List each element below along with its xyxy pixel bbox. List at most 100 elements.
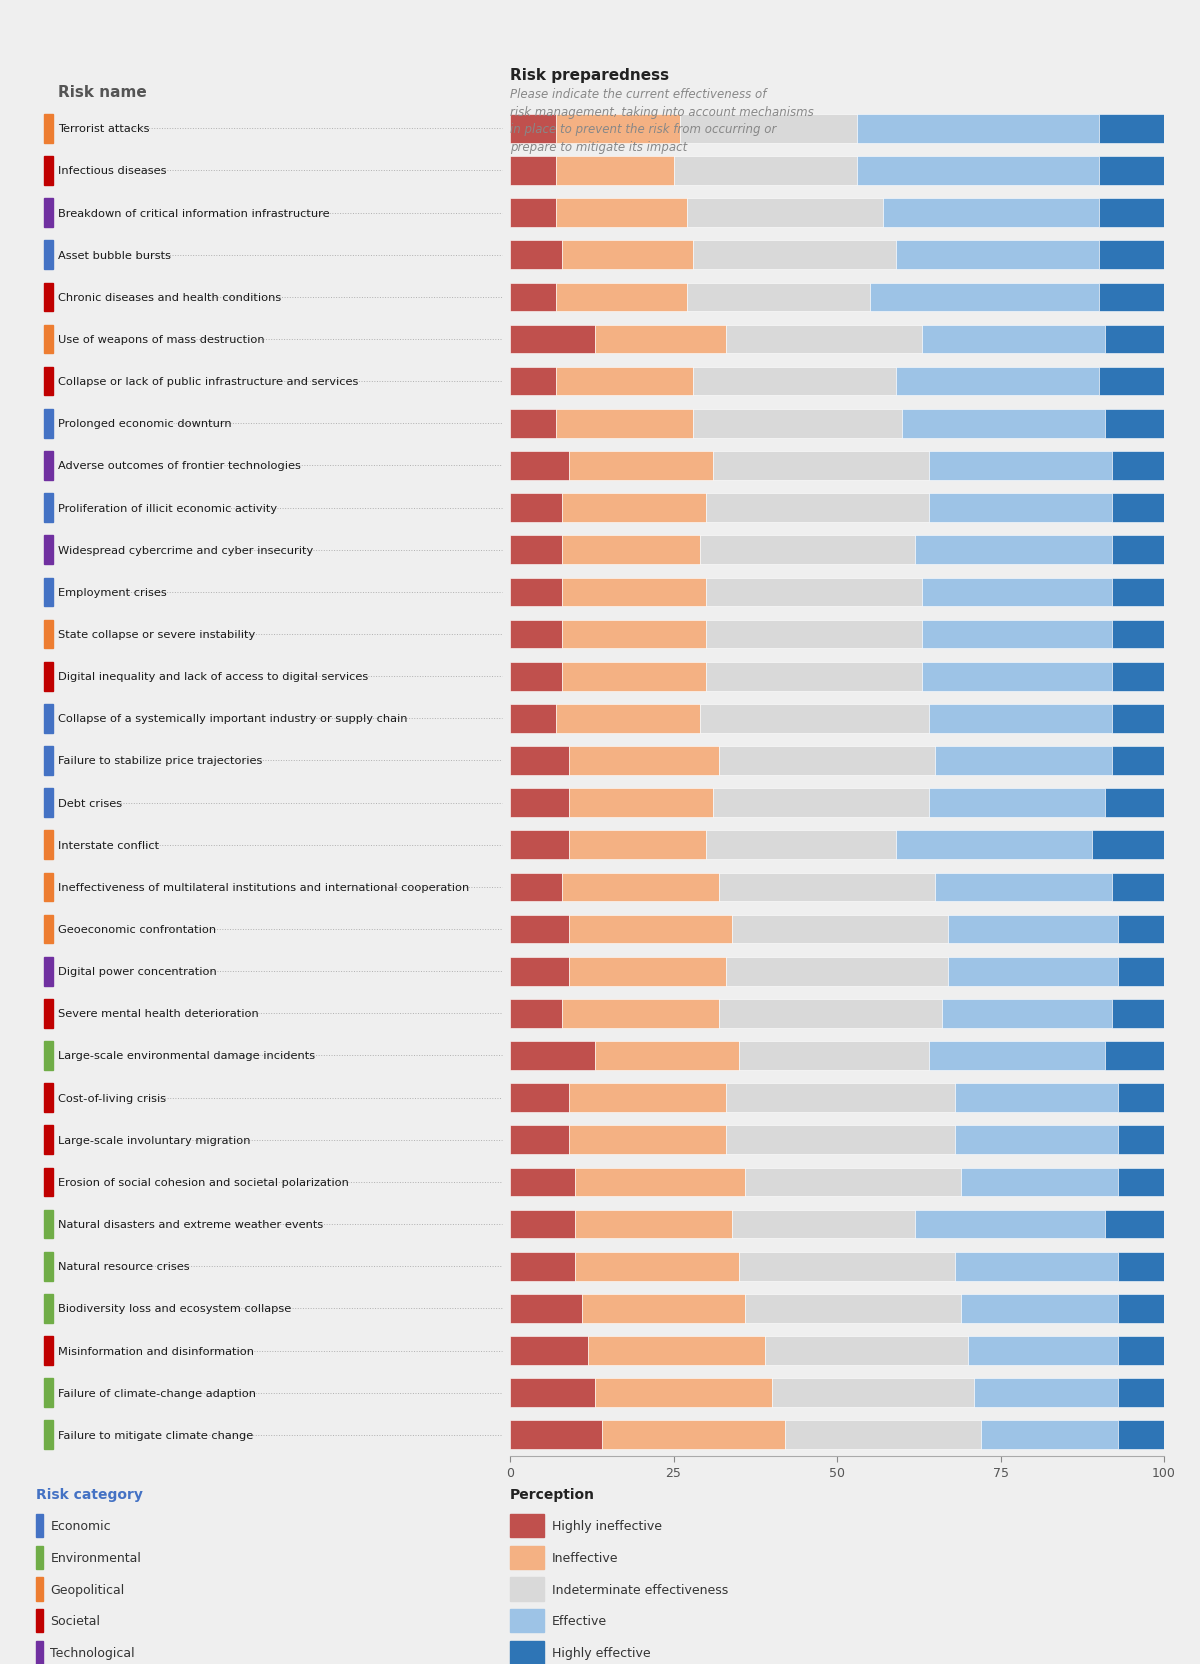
Text: Digital inequality and lack of access to digital services: Digital inequality and lack of access to… — [59, 672, 368, 682]
Text: Erosion of social cohesion and societal polarization: Erosion of social cohesion and societal … — [59, 1176, 349, 1186]
Text: Severe mental health deterioration: Severe mental health deterioration — [59, 1008, 259, 1018]
Bar — [961, 1295, 1118, 1323]
Bar — [510, 621, 563, 649]
Bar — [44, 1378, 53, 1408]
Bar — [510, 326, 595, 354]
Text: Asset bubble bursts: Asset bubble bursts — [59, 251, 172, 261]
Bar — [556, 200, 686, 228]
Bar — [510, 1000, 563, 1028]
Bar — [556, 704, 700, 734]
Bar — [766, 1336, 967, 1364]
Bar — [563, 662, 706, 691]
Bar — [510, 915, 569, 943]
Bar — [883, 200, 1099, 228]
Text: Please indicate the current effectiveness of
risk management, taking into accoun: Please indicate the current effectivenes… — [510, 88, 814, 153]
Bar — [510, 1127, 569, 1155]
Bar — [719, 874, 935, 902]
Bar — [726, 1127, 955, 1155]
Bar — [896, 368, 1099, 396]
Bar — [510, 662, 563, 691]
Bar — [44, 156, 53, 186]
Text: Highly effective: Highly effective — [552, 1646, 650, 1659]
Bar — [595, 1378, 772, 1408]
Bar — [595, 1042, 739, 1070]
Bar — [510, 200, 556, 228]
Text: Large-scale involuntary migration: Large-scale involuntary migration — [59, 1135, 251, 1145]
Bar — [44, 494, 53, 522]
Text: Biodiversity loss and ecosystem collapse: Biodiversity loss and ecosystem collapse — [59, 1303, 292, 1313]
Bar — [870, 283, 1099, 313]
Bar — [556, 283, 686, 313]
Bar — [1111, 704, 1164, 734]
Bar — [44, 1083, 53, 1112]
Text: Widespread cybercrime and cyber insecurity: Widespread cybercrime and cyber insecuri… — [59, 546, 313, 556]
Bar — [980, 1421, 1118, 1449]
Bar — [857, 156, 1099, 186]
Text: Adverse outcomes of frontier technologies: Adverse outcomes of frontier technologie… — [59, 461, 301, 471]
Bar — [1111, 621, 1164, 649]
Text: Societal: Societal — [50, 1614, 101, 1627]
Bar — [1099, 283, 1164, 313]
Bar — [948, 915, 1118, 943]
Bar — [44, 957, 53, 987]
Text: Collapse of a systemically important industry or supply chain: Collapse of a systemically important ind… — [59, 714, 408, 724]
Text: Failure to mitigate climate change: Failure to mitigate climate change — [59, 1429, 253, 1439]
Bar — [601, 1421, 785, 1449]
Bar — [510, 704, 556, 734]
Bar — [955, 1251, 1118, 1281]
Bar — [510, 789, 569, 817]
Bar — [694, 409, 902, 438]
Text: Highly ineffective: Highly ineffective — [552, 1519, 662, 1533]
Bar — [694, 241, 896, 270]
Bar — [44, 241, 53, 270]
Bar — [510, 830, 569, 860]
Bar — [576, 1210, 732, 1238]
Bar — [700, 704, 929, 734]
Bar — [44, 326, 53, 354]
Bar — [772, 1378, 974, 1408]
Bar — [929, 704, 1111, 734]
Bar — [44, 1042, 53, 1070]
Bar — [916, 536, 1111, 564]
Bar — [686, 200, 883, 228]
Text: Economic: Economic — [50, 1519, 112, 1533]
Bar — [510, 577, 563, 607]
Text: Failure to stabilize price trajectories: Failure to stabilize price trajectories — [59, 755, 263, 765]
Bar — [44, 704, 53, 734]
Bar — [44, 1000, 53, 1028]
Bar — [922, 326, 1105, 354]
Bar — [929, 789, 1105, 817]
Bar — [44, 115, 53, 143]
Bar — [44, 662, 53, 691]
Bar — [569, 747, 719, 775]
Text: Failure of climate-change adaption: Failure of climate-change adaption — [59, 1388, 257, 1398]
Text: Terrorist attacks: Terrorist attacks — [59, 125, 150, 135]
Bar — [44, 409, 53, 438]
Bar — [739, 1042, 929, 1070]
Bar — [1099, 241, 1164, 270]
Bar — [706, 621, 922, 649]
Bar — [922, 662, 1111, 691]
Text: Technological: Technological — [50, 1646, 136, 1659]
Bar — [44, 621, 53, 649]
Bar — [1111, 536, 1164, 564]
Bar — [1118, 1336, 1164, 1364]
Bar — [1111, 494, 1164, 522]
Bar — [929, 494, 1111, 522]
Bar — [929, 1042, 1105, 1070]
Bar — [706, 577, 922, 607]
Text: Misinformation and disinformation: Misinformation and disinformation — [59, 1346, 254, 1356]
Bar — [1105, 409, 1164, 438]
Bar — [942, 1000, 1111, 1028]
Bar — [1118, 957, 1164, 987]
Bar — [563, 874, 719, 902]
Bar — [44, 1251, 53, 1281]
Bar — [686, 283, 870, 313]
Text: Large-scale environmental damage incidents: Large-scale environmental damage inciden… — [59, 1052, 316, 1062]
Bar — [569, 1127, 726, 1155]
Text: Indeterminate effectiveness: Indeterminate effectiveness — [552, 1582, 728, 1596]
Bar — [44, 874, 53, 902]
Bar — [1099, 156, 1164, 186]
Bar — [948, 957, 1118, 987]
Bar — [1118, 1378, 1164, 1408]
